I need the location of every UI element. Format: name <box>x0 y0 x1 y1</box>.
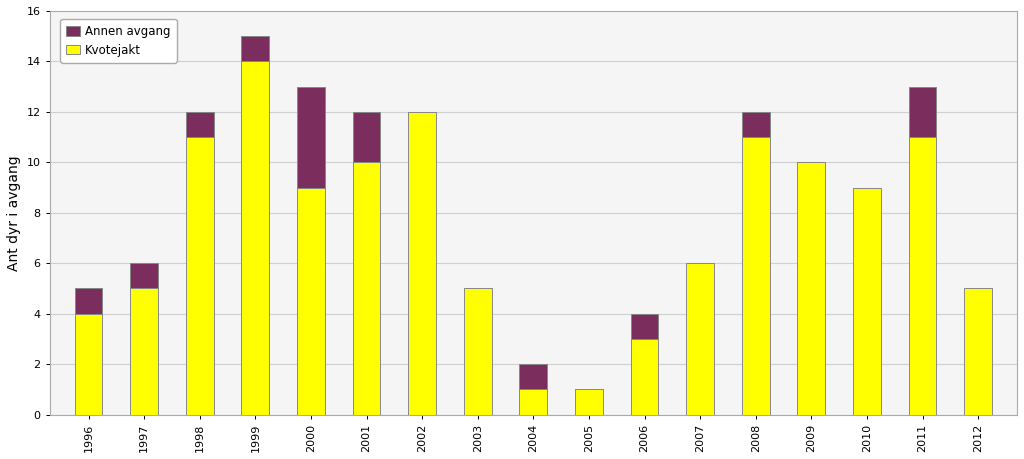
Bar <box>908 137 936 414</box>
Bar <box>352 162 381 414</box>
Bar <box>908 87 936 137</box>
Bar <box>965 289 992 414</box>
Bar <box>631 313 658 339</box>
Bar <box>686 263 714 414</box>
Legend: Annen avgang, Kvotejakt: Annen avgang, Kvotejakt <box>60 19 176 62</box>
Bar <box>186 137 214 414</box>
Bar <box>464 289 492 414</box>
Bar <box>75 313 102 414</box>
Bar <box>741 137 770 414</box>
Bar <box>297 87 325 188</box>
Bar <box>130 263 158 289</box>
Bar <box>853 188 881 414</box>
Bar <box>242 62 269 414</box>
Bar <box>242 36 269 62</box>
Bar <box>186 112 214 137</box>
Y-axis label: Ant dyr i avgang: Ant dyr i avgang <box>7 155 20 271</box>
Bar <box>798 162 825 414</box>
Bar <box>409 112 436 414</box>
Bar <box>741 112 770 137</box>
Bar <box>519 389 547 414</box>
Bar <box>130 289 158 414</box>
Bar <box>297 188 325 414</box>
Bar <box>75 289 102 313</box>
Bar <box>575 389 603 414</box>
Bar <box>631 339 658 414</box>
Bar <box>352 112 381 162</box>
Bar <box>519 364 547 389</box>
